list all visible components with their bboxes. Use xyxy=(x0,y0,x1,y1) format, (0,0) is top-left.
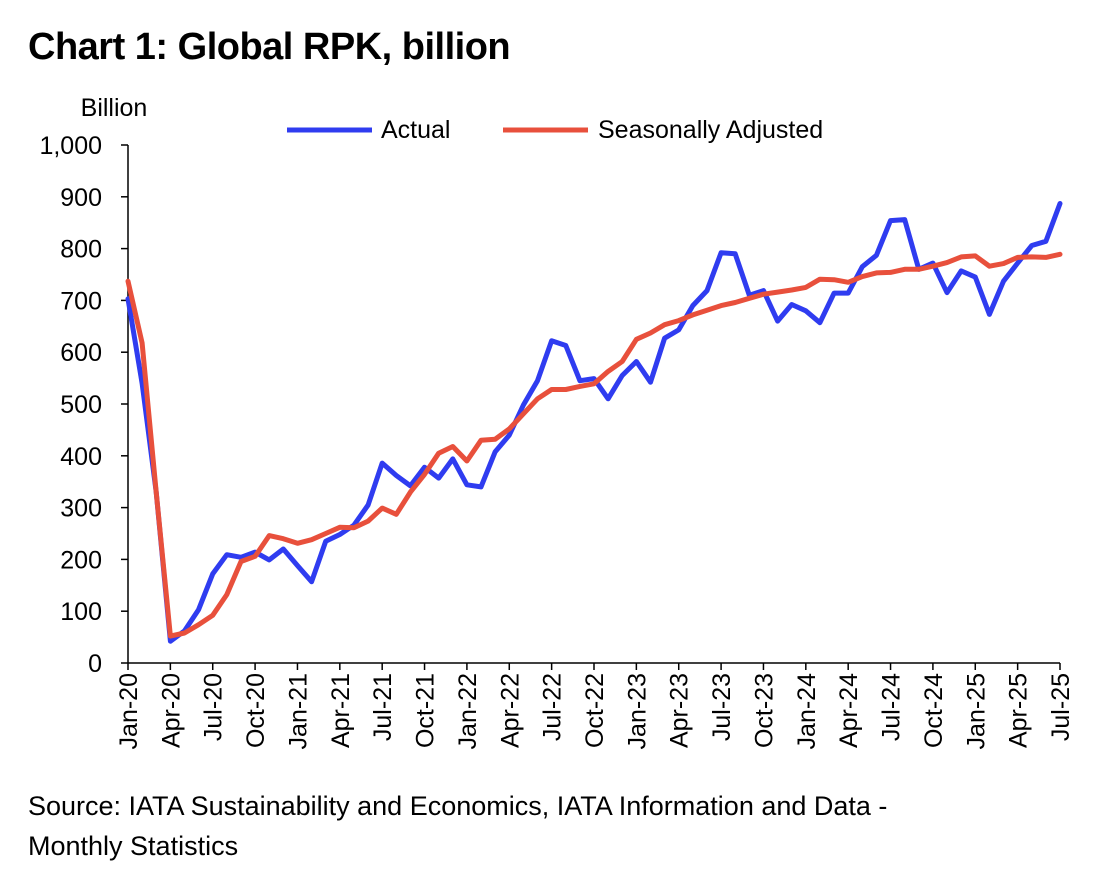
x-tick-label: Oct-24 xyxy=(920,673,948,748)
chart-title: Chart 1: Global RPK, billion xyxy=(28,26,511,68)
y-tick-label: 100 xyxy=(60,598,102,626)
chart-area: Billion Actual Seasonally Adjusted 0 100 2… xyxy=(39,94,1075,749)
y-tick-label: 800 xyxy=(60,236,102,264)
y-tick-label: 1,000 xyxy=(39,132,102,160)
x-tick-label: Apr-20 xyxy=(157,673,185,748)
axes xyxy=(127,145,1060,664)
x-tick-label: Jul-23 xyxy=(708,673,736,741)
x-axis-ticks: Jan-20 Apr-20 Jul-20 Oct-20 Jan-21 Apr-21 Jul-… xyxy=(115,663,1075,749)
x-tick-label: Jul-25 xyxy=(1047,673,1075,741)
actual-series-line xyxy=(125,201,1063,644)
y-tick-label: 900 xyxy=(60,184,102,212)
y-tick-label: 500 xyxy=(60,391,102,419)
y-axis-ticks: 0 100 200 300 400 500 600 700 800 900 1,000 xyxy=(39,132,128,678)
x-tick-label: Oct-22 xyxy=(581,673,609,748)
x-tick-label: Jan-22 xyxy=(454,673,482,749)
x-tick-label: Apr-24 xyxy=(835,673,863,748)
legend-label-seasonally-adjusted: Seasonally Adjusted xyxy=(598,116,823,144)
x-tick-label: Jan-23 xyxy=(623,673,651,749)
x-tick-label: Apr-21 xyxy=(327,673,355,748)
x-tick-label: Jan-25 xyxy=(962,673,990,749)
x-tick-label: Jul-20 xyxy=(200,673,228,741)
x-tick-label: Jul-22 xyxy=(539,673,567,741)
x-tick-label: Oct-21 xyxy=(412,673,440,748)
x-tick-label: Oct-20 xyxy=(242,673,270,748)
y-tick-label: 600 xyxy=(60,339,102,367)
y-tick-label: 300 xyxy=(60,495,102,523)
source-line-2: Monthly Statistics xyxy=(28,831,239,861)
x-tick-label: Jan-20 xyxy=(115,673,143,749)
legend: Actual Seasonally Adjusted xyxy=(287,116,823,144)
x-tick-label: Apr-25 xyxy=(1005,673,1033,748)
legend-label-actual: Actual xyxy=(381,116,450,144)
x-tick-label: Jul-24 xyxy=(878,673,906,741)
x-tick-label: Jul-21 xyxy=(369,673,397,741)
seasonally-adjusted-series-line xyxy=(125,251,1063,639)
y-tick-label: 0 xyxy=(88,650,102,678)
x-tick-label: Apr-23 xyxy=(666,673,694,748)
x-tick-label: Apr-22 xyxy=(496,673,524,748)
source-note: Source: IATA Sustainability and Economic… xyxy=(28,786,1088,866)
x-tick-label: Oct-23 xyxy=(750,673,778,748)
x-tick-label: Jan-24 xyxy=(793,673,821,750)
y-tick-label: 400 xyxy=(60,443,102,471)
y-tick-label: 700 xyxy=(60,287,102,315)
y-tick-label: 200 xyxy=(60,546,102,574)
x-tick-label: Jan-21 xyxy=(284,673,312,749)
source-line-1: Source: IATA Sustainability and Economic… xyxy=(28,791,888,821)
series-lines xyxy=(125,201,1063,644)
y-axis-label: Billion xyxy=(81,94,148,122)
